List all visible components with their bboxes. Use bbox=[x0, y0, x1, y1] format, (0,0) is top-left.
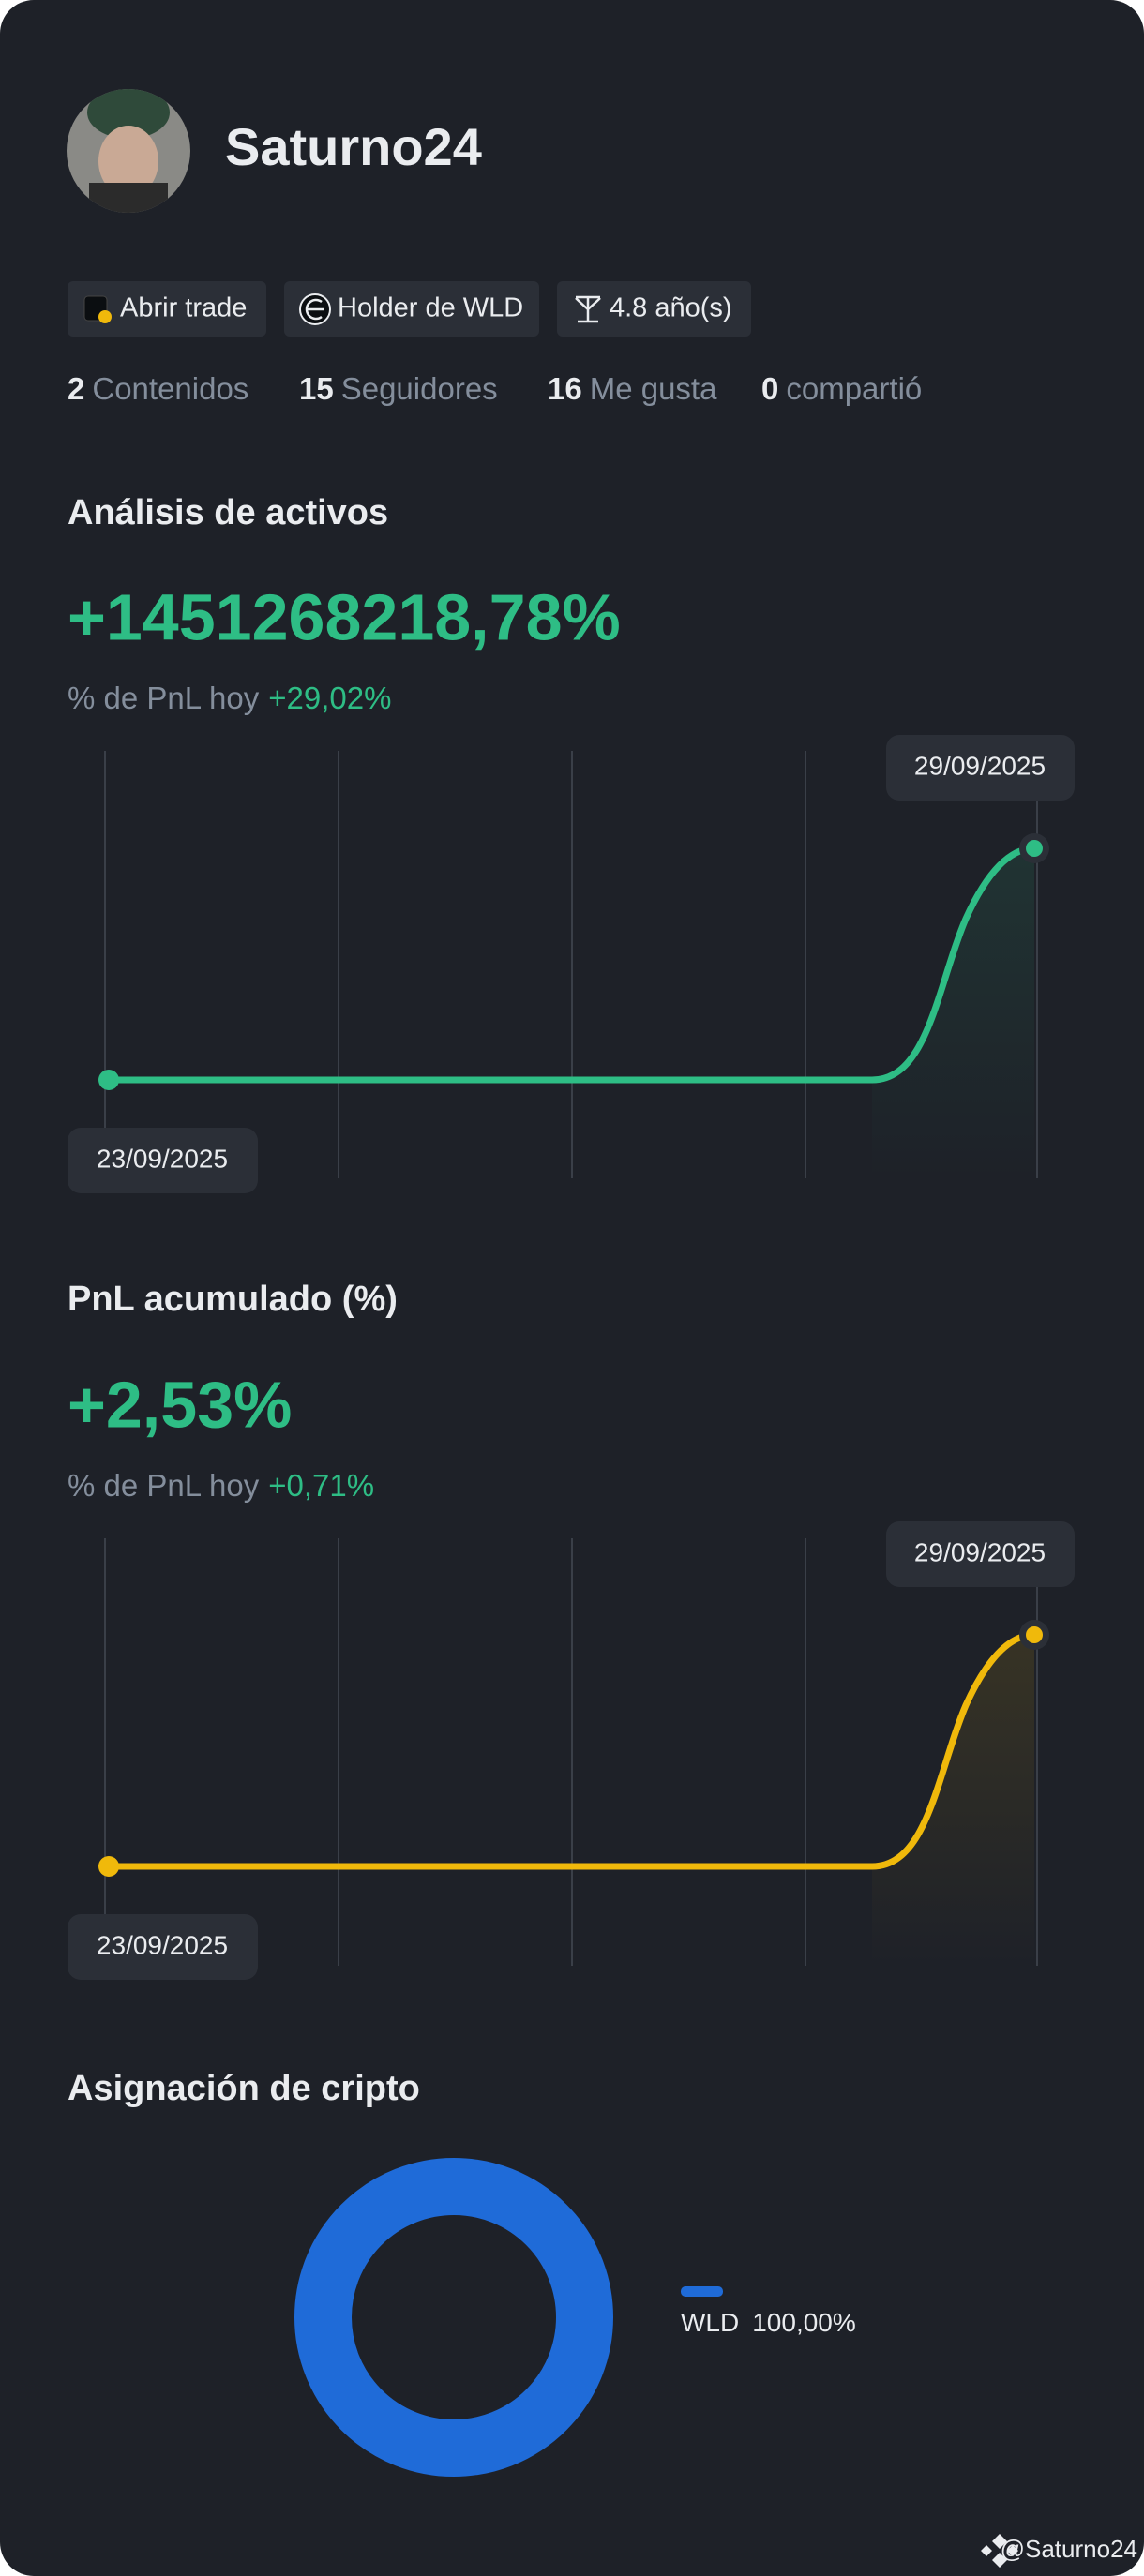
start-point bbox=[98, 1070, 119, 1090]
donut-chart: WLD 100,00% bbox=[294, 2158, 856, 2477]
badge[interactable] bbox=[557, 281, 751, 337]
stat-label: Seguidores bbox=[341, 371, 498, 406]
end-point bbox=[1026, 840, 1043, 857]
end-point bbox=[1026, 1626, 1043, 1643]
logo bbox=[981, 2534, 1018, 2568]
donut-segment bbox=[294, 2158, 613, 2477]
pnl-today-label: % de PnL hoy bbox=[68, 681, 260, 715]
pnl-today: % de PnL hoy +0,71% bbox=[68, 1468, 374, 1503]
badge-label: Holder de WLD bbox=[338, 293, 523, 323]
pnl-today-label: % de PnL hoy bbox=[68, 1468, 260, 1503]
stat-count: 16 bbox=[548, 371, 582, 406]
badge-icon bbox=[305, 298, 324, 321]
stat-count: 0 bbox=[761, 371, 778, 406]
start-point bbox=[98, 1856, 119, 1877]
badge[interactable] bbox=[68, 281, 266, 337]
stat[interactable]: 15 Seguidores bbox=[299, 371, 498, 406]
pnl-line bbox=[109, 845, 1035, 1084]
legend-label: WLD bbox=[681, 2308, 739, 2337]
date-tooltip bbox=[68, 1914, 258, 1980]
stat[interactable]: 0 compartió bbox=[761, 371, 922, 406]
start-date: 23/09/2025 bbox=[97, 1930, 228, 1959]
pnl-today: % de PnL hoy +29,02% bbox=[68, 681, 391, 715]
badge-label: 4.8 año(s) bbox=[610, 293, 732, 323]
legend-value: 100,00% bbox=[752, 2308, 856, 2337]
line-area bbox=[872, 848, 1034, 1178]
pnl-value: +2,53% bbox=[68, 1368, 292, 1441]
pnl-today-value: +29,02% bbox=[268, 681, 391, 715]
stat-count: 15 bbox=[299, 371, 334, 406]
badge-label: Abrir trade bbox=[120, 293, 247, 323]
date-tooltip bbox=[886, 1521, 1075, 1587]
start-date: 23/09/2025 bbox=[97, 1144, 228, 1173]
username: Saturno24 bbox=[225, 117, 482, 176]
end-date: 29/09/2025 bbox=[914, 751, 1046, 780]
stat[interactable]: 2 Contenidos bbox=[68, 371, 248, 406]
pnl-value: +1451268218,78% bbox=[68, 580, 621, 653]
section-title: Asignación de cripto bbox=[68, 2069, 420, 2108]
badge-icon bbox=[98, 310, 112, 323]
stat-count: 2 bbox=[68, 371, 84, 406]
section-title: Análisis de activos bbox=[68, 493, 388, 532]
line-area bbox=[872, 1635, 1034, 1966]
stat-label: Contenidos bbox=[92, 371, 248, 406]
stat-label: Me gusta bbox=[590, 371, 717, 406]
watermark: @Saturno24 bbox=[1001, 2535, 1137, 2563]
legend-swatch bbox=[681, 2286, 723, 2297]
badge-icon bbox=[575, 295, 601, 323]
stat[interactable]: 16 Me gusta bbox=[548, 371, 717, 406]
date-tooltip bbox=[68, 1128, 258, 1193]
chart-grid bbox=[104, 751, 1038, 1178]
chart-grid bbox=[104, 1538, 1038, 1966]
section-title: PnL acumulado (%) bbox=[68, 1280, 398, 1319]
pnl-today-value: +0,71% bbox=[268, 1468, 374, 1503]
date-tooltip bbox=[886, 735, 1075, 801]
pnl-line bbox=[109, 1631, 1035, 1870]
end-date: 29/09/2025 bbox=[914, 1537, 1046, 1566]
avatar[interactable] bbox=[67, 86, 190, 220]
legend-entry: WLD 100,00% bbox=[681, 2308, 856, 2337]
badge[interactable] bbox=[284, 281, 539, 337]
stat-label: compartió bbox=[786, 371, 922, 406]
